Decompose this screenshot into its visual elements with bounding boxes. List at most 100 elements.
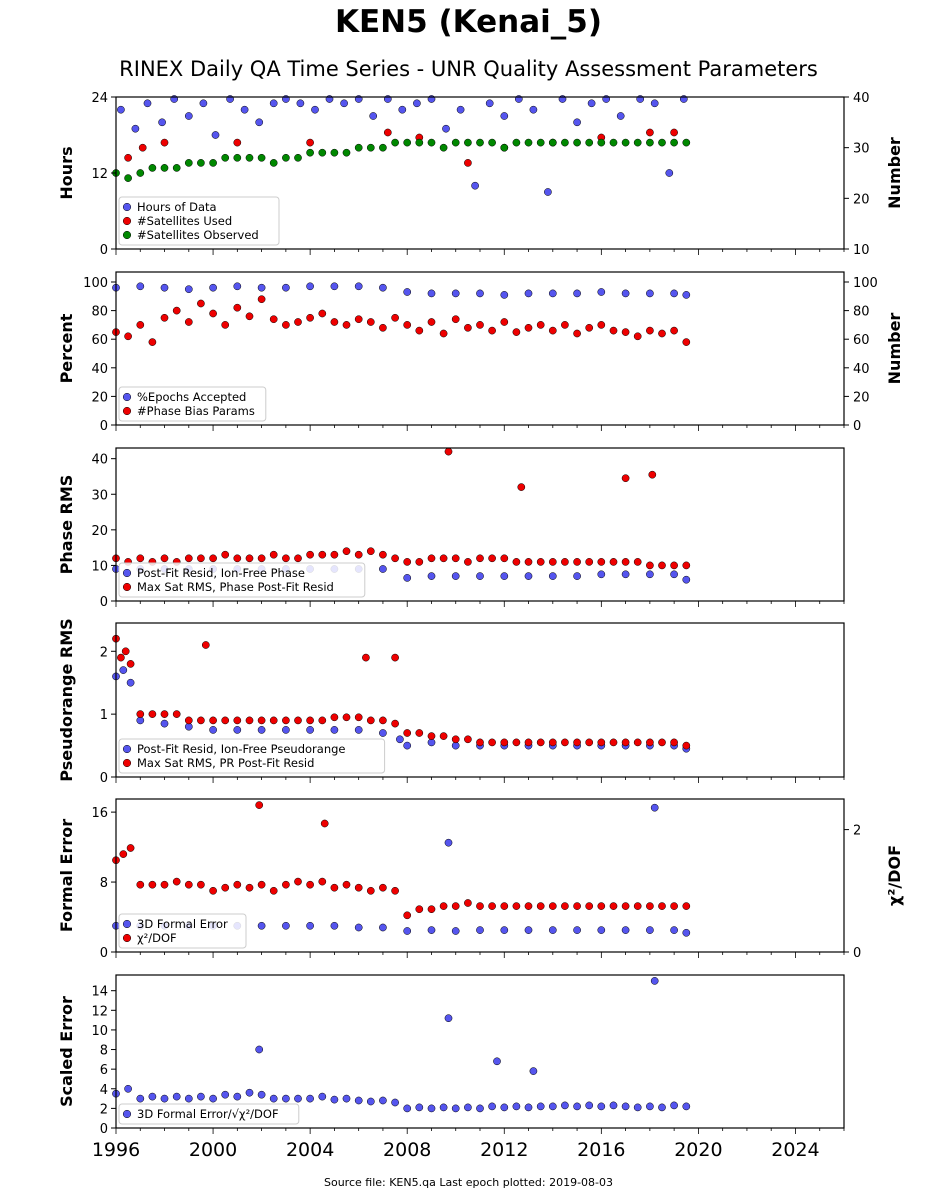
data-point (682, 902, 691, 910)
data-point (548, 926, 557, 934)
data-point (670, 1101, 678, 1110)
data-point (306, 1094, 314, 1103)
data-point (136, 554, 145, 563)
data-point (597, 558, 606, 566)
data-point (670, 128, 678, 137)
data-point (197, 159, 205, 167)
data-point (524, 138, 533, 147)
data-point (597, 321, 606, 329)
data-point (257, 726, 266, 734)
data-point (391, 138, 399, 147)
data-point (211, 131, 220, 139)
data-point (587, 99, 596, 108)
data-point (294, 716, 302, 725)
data-point (403, 558, 412, 566)
data-point (294, 877, 302, 886)
data-point (536, 1102, 545, 1111)
data-point (379, 716, 387, 725)
data-point (548, 138, 557, 147)
data-point (658, 902, 666, 910)
data-point (245, 716, 254, 725)
data-point (464, 735, 472, 744)
data-point (451, 289, 460, 298)
series-2 (112, 634, 691, 750)
y2-axis-label: Number (885, 313, 904, 385)
data-point (282, 321, 290, 329)
data-point (573, 1102, 581, 1111)
data-point (257, 554, 266, 563)
data-point (282, 283, 290, 292)
data-point (294, 554, 302, 563)
legend: Hours of Data#Satellites Used#Satellites… (118, 196, 280, 246)
legend-marker (122, 568, 132, 578)
data-point (160, 710, 169, 718)
data-point (444, 838, 453, 847)
data-point (476, 554, 484, 563)
data-point (500, 112, 509, 120)
data-point (485, 99, 494, 108)
x-tick-label: 2004 (286, 1139, 334, 1161)
y-axis-label: Hours (57, 146, 76, 199)
data-point (124, 174, 132, 182)
data-point (682, 575, 691, 584)
y-axis-label: Formal Error (57, 819, 76, 932)
data-point (650, 803, 659, 812)
data-point (124, 332, 132, 341)
data-point (464, 558, 472, 566)
data-point (633, 738, 642, 747)
data-point (524, 1103, 533, 1112)
data-point (415, 729, 424, 737)
data-point (306, 726, 314, 734)
legend-marker (122, 202, 132, 212)
data-point (354, 550, 363, 559)
data-point (451, 315, 460, 324)
data-point (500, 738, 509, 747)
data-point (233, 303, 242, 312)
data-point (306, 921, 314, 930)
data-point (199, 99, 208, 108)
data-point (609, 558, 618, 566)
y2-tick-label: 100 (853, 276, 878, 291)
data-point (143, 99, 152, 108)
y-tick-label: 12 (91, 167, 108, 182)
data-point (306, 148, 314, 157)
data-point (184, 159, 193, 167)
data-point (493, 1057, 501, 1066)
data-point (646, 138, 654, 147)
data-point (184, 285, 193, 294)
y2-axis-label: χ²/DOF (885, 845, 904, 906)
data-point (131, 124, 140, 133)
data-point (172, 306, 181, 315)
data-point (524, 738, 533, 747)
data-point (621, 1102, 630, 1111)
data-point (257, 295, 266, 304)
data-point (621, 902, 630, 910)
data-point (500, 318, 509, 326)
series-1 (112, 977, 691, 1113)
data-point (354, 726, 363, 734)
legend-label: #Phase Bias Params (137, 404, 255, 418)
data-point (682, 741, 691, 750)
data-point (306, 716, 314, 725)
data-point (646, 128, 654, 137)
data-point (561, 321, 569, 329)
x-tick-label: 2012 (480, 1139, 528, 1161)
data-point (471, 181, 479, 190)
data-point (354, 883, 363, 892)
data-point (548, 1102, 557, 1111)
data-point (379, 323, 387, 332)
data-point (379, 1096, 387, 1105)
data-point (548, 558, 557, 566)
data-point (415, 1103, 424, 1112)
data-point (330, 148, 339, 157)
data-point (500, 572, 509, 580)
y-tick-label: 20 (91, 390, 108, 405)
x-tick-label: 2008 (383, 1139, 431, 1161)
x-tick-label: 2024 (771, 1139, 819, 1161)
y2-tick-label: 60 (853, 333, 870, 348)
legend-marker (122, 758, 132, 768)
data-point (529, 105, 538, 114)
y-tick-label: 0 (100, 243, 108, 258)
legend-box (118, 1103, 300, 1125)
data-point (184, 112, 193, 120)
